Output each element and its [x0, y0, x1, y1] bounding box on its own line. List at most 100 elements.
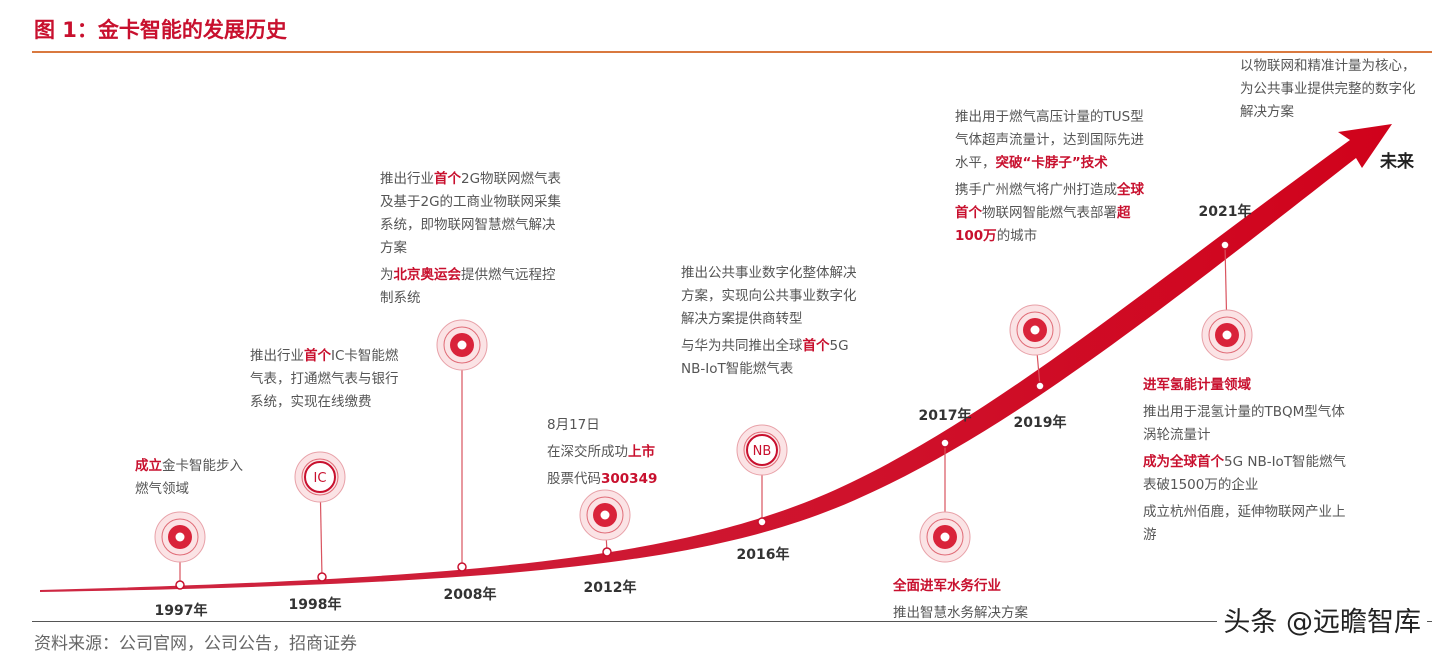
- text-run: 股票代码: [547, 471, 601, 487]
- milestone-text: 推出用于燃气高压计量的TUS型气体超声流量计，达到国际先进水平，突破“卡脖子”技…: [955, 106, 1145, 252]
- year-label: 2021年: [1198, 204, 1252, 220]
- highlight-text: 全面进军水务行业: [893, 578, 1001, 594]
- future-text: 以物联网和精准计量为核心，为公共事业提供完整的数字化解决方案: [1240, 58, 1416, 120]
- icon-ring: [743, 431, 781, 469]
- paragraph: 成立杭州佰鹿，延伸物联网产业上游: [1143, 501, 1353, 547]
- icon-glyph: [1222, 330, 1232, 340]
- milestone-dot: [940, 438, 950, 448]
- highlight-text: 进军氢能计量领域: [1143, 377, 1251, 393]
- text-run: 携手广州燃气将广州打造成: [955, 182, 1117, 198]
- icon-glyph: [940, 532, 950, 542]
- icon-ring: [586, 496, 624, 534]
- highlight-text: 300349: [601, 471, 658, 487]
- watermark: 头条 @远瞻智库: [1217, 600, 1427, 639]
- paragraph: 8月17日: [547, 414, 707, 437]
- text-run: 推出用于混氢计量的TBQM型气体涡轮流量计: [1143, 404, 1345, 443]
- text-run: 8月17日: [547, 417, 600, 433]
- paragraph: 进军氢能计量领域: [1143, 374, 1353, 397]
- milestone-text: 推出公共事业数字化整体解决方案，实现向公共事业数字化解决方案提供商转型与华为共同…: [681, 262, 866, 385]
- icon-glyph: [457, 340, 467, 350]
- milestone-dot: [1220, 240, 1230, 250]
- icon-label: NB: [753, 444, 772, 459]
- icon-ring: [161, 518, 199, 556]
- text-run: 推出行业: [250, 348, 304, 364]
- highlight-text: 成为全球首个: [1143, 454, 1224, 470]
- divider: [32, 621, 1432, 622]
- text-run: 2G物联网燃气表及基于2G的工商业物联网采集系统，即物联网智慧燃气解决方案: [380, 171, 562, 256]
- text-run: IC卡智能燃气表，打通燃气表与银行系统，实现在线缴费: [250, 348, 399, 410]
- icon-ring: [926, 518, 964, 556]
- paragraph: 全面进军水务行业: [893, 575, 1073, 598]
- icon-label: IC: [314, 471, 327, 486]
- milestone-text: 推出行业首个IC卡智能燃气表，打通燃气表与银行系统，实现在线缴费: [250, 345, 400, 418]
- icon-glyph: [175, 532, 185, 542]
- highlight-text: 突破“卡脖子”技术: [995, 155, 1108, 171]
- icon-ring: [1208, 316, 1246, 354]
- highlight-text: 首个: [802, 338, 830, 354]
- text-run: 成立杭州佰鹿，延伸物联网产业上游: [1143, 504, 1346, 543]
- milestone-dot: [317, 572, 327, 582]
- text-run: 推出公共事业数字化整体解决方案，实现向公共事业数字化解决方案提供商转型: [681, 265, 857, 327]
- icon-core: [304, 461, 336, 493]
- text-run: 提供燃气远程控制系统: [380, 267, 556, 306]
- milestone-dot: [175, 580, 185, 590]
- milestone-text: 8月17日 在深交所成功上市 股票代码300349: [547, 414, 707, 495]
- highlight-text: 成立: [135, 458, 162, 474]
- milestone-marks: IC NB: [154, 240, 1253, 590]
- milestone-text: 进军氢能计量领域推出用于混氢计量的TBQM型气体涡轮流量计成为全球首个5G NB…: [1143, 374, 1353, 551]
- text-run: 与华为共同推出全球: [681, 338, 803, 354]
- highlight-text: 上市: [628, 444, 655, 460]
- year-label: 2017年: [918, 408, 972, 424]
- paragraph: 为北京奥运会提供燃气远程控制系统: [380, 264, 565, 310]
- milestone-dot: [457, 562, 467, 572]
- text-run: 在深交所成功: [547, 444, 628, 460]
- milestone-dot: [602, 547, 612, 557]
- text-run: 5G NB-IoT智能燃气表: [681, 338, 849, 377]
- year-label: 2016年: [736, 547, 790, 563]
- milestone-text: 推出行业首个2G物联网燃气表及基于2G的工商业物联网采集系统，即物联网智慧燃气解…: [380, 168, 565, 314]
- icon-core: [746, 434, 778, 466]
- milestone-text: 成立金卡智能步入燃气领域: [135, 455, 245, 505]
- highlight-text: 超100万: [955, 205, 1131, 244]
- year-label: 1998年: [288, 597, 342, 613]
- paragraph: 携手广州燃气将广州打造成全球首个物联网智能燃气表部署超100万的城市: [955, 179, 1145, 248]
- icon-ring: [443, 326, 481, 364]
- paragraph: 推出行业首个IC卡智能燃气表，打通燃气表与银行系统，实现在线缴费: [250, 345, 400, 414]
- highlight-text: 首个: [304, 348, 331, 364]
- text-run: 推出智慧水务解决方案: [893, 605, 1028, 621]
- paragraph: 股票代码300349: [547, 468, 707, 491]
- icon-ring: [1016, 311, 1054, 349]
- milestone-text: 全面进军水务行业推出智慧水务解决方案: [893, 575, 1073, 629]
- source-note: 资料来源：公司官网，公司公告，招商证券: [34, 634, 357, 654]
- icon-glyph: [600, 510, 610, 520]
- divider: [32, 51, 1432, 53]
- year-label: 2019年: [1013, 415, 1067, 431]
- text-run: 推出行业: [380, 171, 434, 187]
- highlight-text: 北京奥运会: [393, 267, 462, 283]
- icon-glyph: [1030, 325, 1040, 335]
- text-run: 5G NB-IoT智能燃气表破1500万的企业: [1143, 454, 1347, 493]
- paragraph: 推出公共事业数字化整体解决方案，实现向公共事业数字化解决方案提供商转型: [681, 262, 866, 331]
- paragraph: 推出智慧水务解决方案: [893, 602, 1073, 625]
- paragraph: 成为全球首个5G NB-IoT智能燃气表破1500万的企业: [1143, 451, 1353, 497]
- paragraph: 推出用于燃气高压计量的TUS型气体超声流量计，达到国际先进水平，突破“卡脖子”技…: [955, 106, 1145, 175]
- figure-title: 图 1：金卡智能的发展历史: [34, 18, 287, 42]
- text-run: 为: [380, 267, 394, 283]
- paragraph: 成立金卡智能步入燃气领域: [135, 455, 245, 501]
- year-label: 2012年: [583, 580, 637, 596]
- milestone-dot: [1035, 381, 1045, 391]
- paragraph: 在深交所成功上市: [547, 441, 707, 464]
- year-label: 2008年: [443, 587, 497, 603]
- text-run: 金卡智能步入燃气领域: [135, 458, 243, 497]
- year-label: 1997年: [154, 603, 208, 619]
- icon-ring: [301, 458, 339, 496]
- highlight-text: 首个: [434, 171, 461, 187]
- milestone-dot: [757, 517, 767, 527]
- text-run: 推出用于燃气高压计量的TUS型气体超声流量计，达到国际先进水平，: [955, 109, 1144, 171]
- paragraph: 推出行业首个2G物联网燃气表及基于2G的工商业物联网采集系统，即物联网智慧燃气解…: [380, 168, 565, 260]
- highlight-text: 全球首个: [955, 182, 1144, 221]
- paragraph: 与华为共同推出全球首个5G NB-IoT智能燃气表: [681, 335, 866, 381]
- paragraph: 推出用于混氢计量的TBQM型气体涡轮流量计: [1143, 401, 1353, 447]
